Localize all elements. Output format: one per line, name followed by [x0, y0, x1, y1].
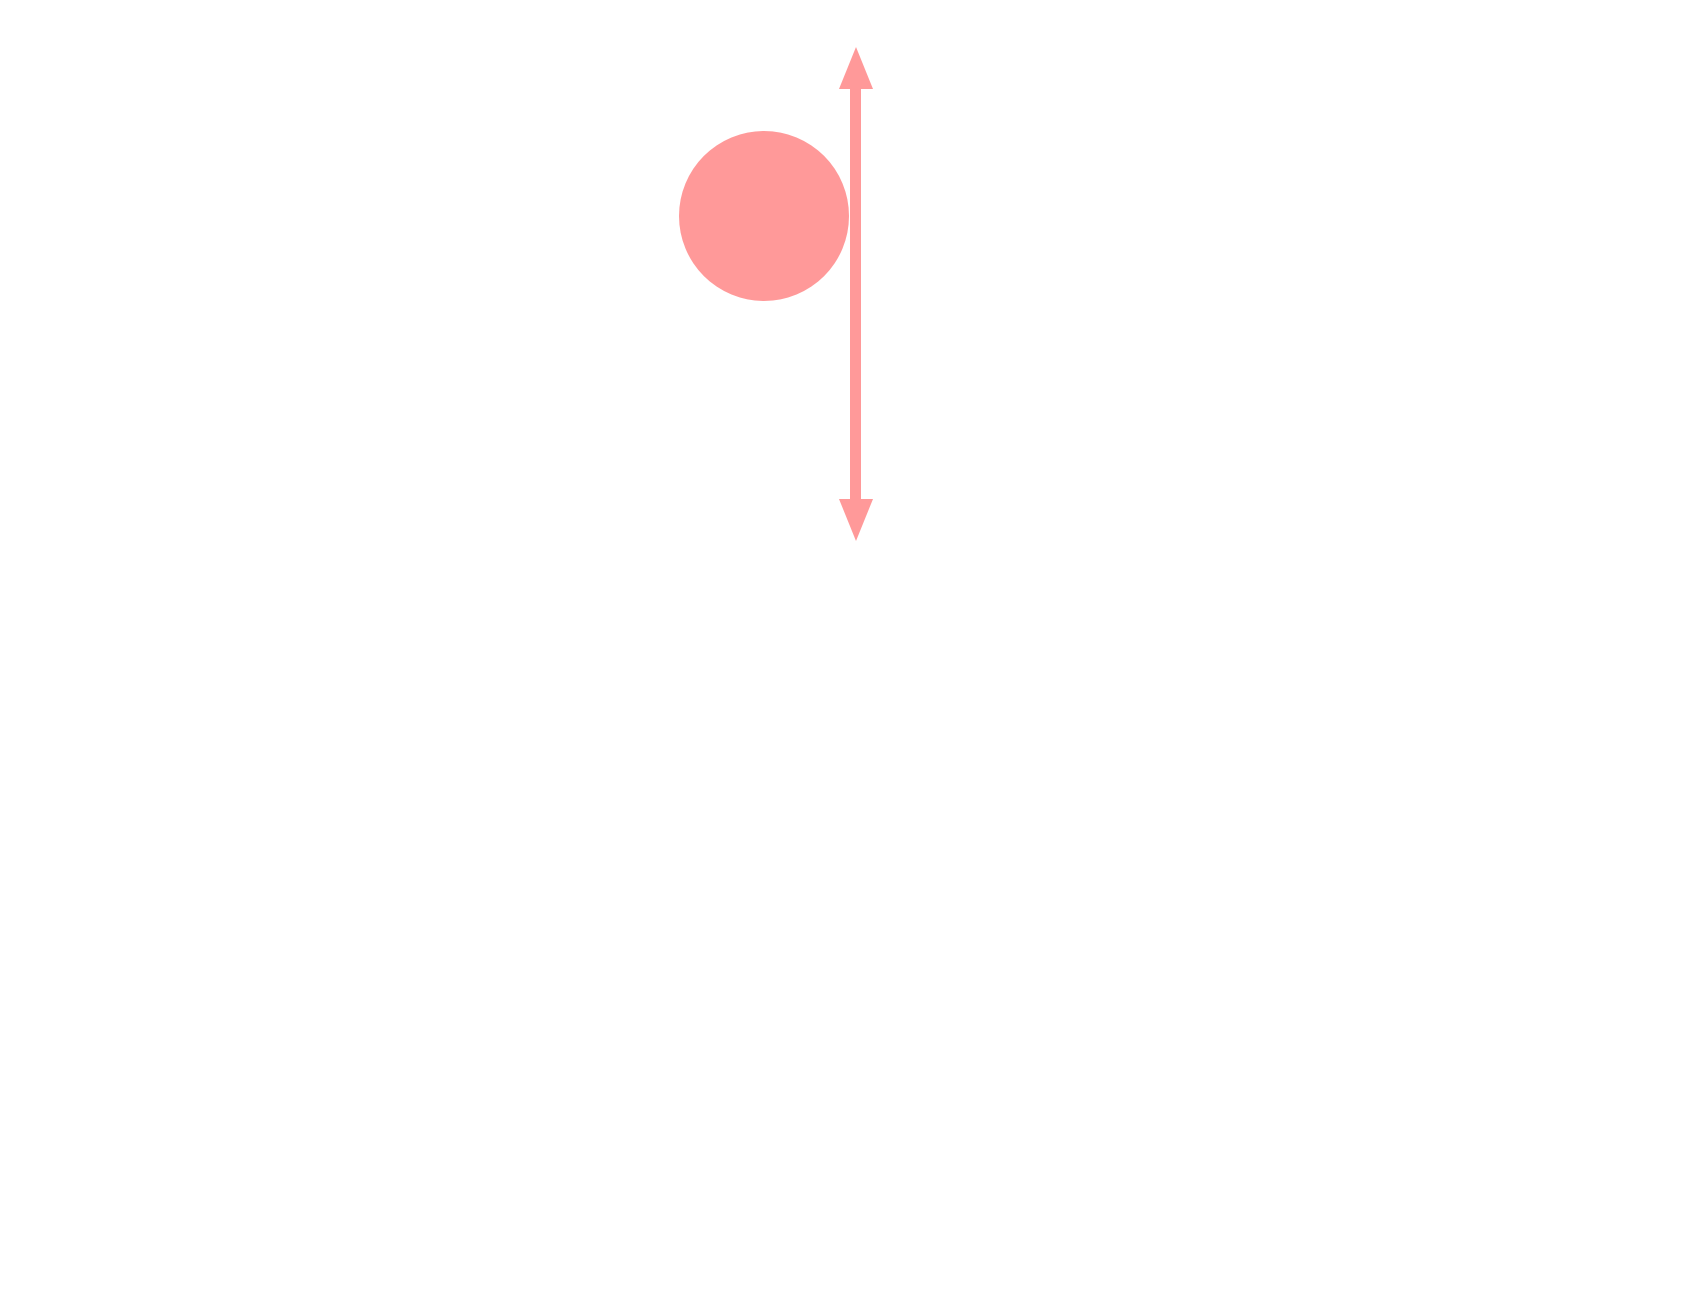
vertical-double-arrow-icon — [839, 47, 873, 541]
arrow-head-up — [839, 47, 873, 89]
filled-circle-icon — [679, 131, 849, 301]
arrow-shaft — [850, 86, 861, 504]
diagram-layer — [679, 47, 873, 541]
arrow-head-down — [839, 499, 873, 541]
